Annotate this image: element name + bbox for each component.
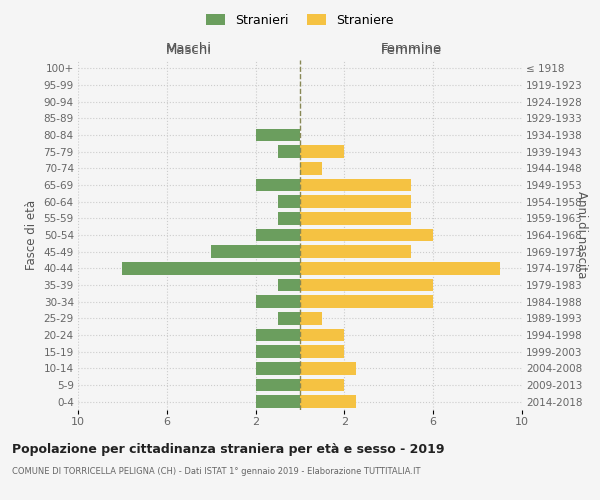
Bar bbox=[300, 396, 356, 408]
Bar bbox=[256, 296, 300, 308]
Bar bbox=[300, 262, 500, 274]
Bar bbox=[300, 179, 411, 192]
Bar bbox=[278, 212, 300, 224]
Bar bbox=[256, 346, 300, 358]
Bar bbox=[300, 196, 411, 208]
Bar bbox=[278, 312, 300, 324]
Bar bbox=[211, 246, 300, 258]
Bar bbox=[300, 329, 344, 341]
Y-axis label: Anni di nascita: Anni di nascita bbox=[575, 192, 589, 278]
Bar bbox=[278, 146, 300, 158]
Text: Popolazione per cittadinanza straniera per età e sesso - 2019: Popolazione per cittadinanza straniera p… bbox=[12, 442, 445, 456]
Bar bbox=[256, 179, 300, 192]
Bar bbox=[256, 129, 300, 141]
Text: Maschi: Maschi bbox=[166, 42, 212, 55]
Text: Maschi: Maschi bbox=[166, 44, 212, 58]
Bar bbox=[300, 162, 322, 174]
Bar bbox=[122, 262, 300, 274]
Text: COMUNE DI TORRICELLA PELIGNA (CH) - Dati ISTAT 1° gennaio 2019 - Elaborazione TU: COMUNE DI TORRICELLA PELIGNA (CH) - Dati… bbox=[12, 468, 421, 476]
Bar bbox=[256, 362, 300, 374]
Bar bbox=[256, 396, 300, 408]
Bar bbox=[300, 362, 356, 374]
Bar bbox=[300, 246, 411, 258]
Bar bbox=[256, 379, 300, 391]
Bar bbox=[300, 296, 433, 308]
Bar bbox=[300, 229, 433, 241]
Legend: Stranieri, Straniere: Stranieri, Straniere bbox=[202, 8, 398, 32]
Bar bbox=[278, 196, 300, 208]
Text: Femmine: Femmine bbox=[380, 42, 442, 55]
Bar bbox=[278, 279, 300, 291]
Bar bbox=[300, 212, 411, 224]
Bar bbox=[300, 146, 344, 158]
Bar bbox=[256, 229, 300, 241]
Bar bbox=[300, 279, 433, 291]
Text: Femmine: Femmine bbox=[380, 44, 442, 58]
Bar bbox=[256, 329, 300, 341]
Bar bbox=[300, 346, 344, 358]
Bar bbox=[300, 379, 344, 391]
Bar bbox=[300, 312, 322, 324]
Y-axis label: Fasce di età: Fasce di età bbox=[25, 200, 38, 270]
